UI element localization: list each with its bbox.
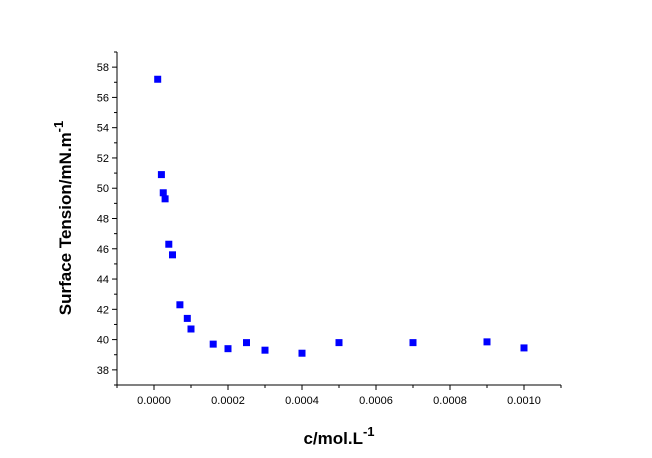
y-tick-label: 50: [97, 183, 109, 195]
y-tick-label: 54: [97, 123, 109, 135]
data-point: [176, 301, 184, 309]
x-tick-label: 0.0000: [137, 395, 171, 407]
y-tick-label: 42: [97, 304, 109, 316]
data-point: [154, 75, 162, 83]
y-axis-title: Surface Tension/mN.m-1: [51, 121, 75, 316]
y-tick-label: 38: [97, 365, 109, 377]
y-tick-label: 56: [97, 92, 109, 104]
data-point: [335, 339, 343, 347]
y-tick-label: 58: [97, 62, 109, 74]
y-axis-title-superscript: -1: [51, 121, 66, 133]
x-tick-label: 0.0006: [359, 395, 393, 407]
data-point: [165, 240, 173, 248]
y-tick-label: 52: [97, 153, 109, 165]
axes: [116, 52, 561, 386]
data-point: [409, 339, 417, 347]
y-ticks: 38 40 42 44 46 48 50 52 54 56 58: [97, 51, 117, 386]
x-axis-title-text: c/mol.L: [303, 429, 363, 448]
x-tick-label: 0.0004: [285, 395, 319, 407]
x-axis-title: c/mol.L-1: [303, 424, 374, 448]
data-point: [261, 346, 269, 354]
x-tick-label: 0.0002: [211, 395, 245, 407]
y-tick-label: 48: [97, 214, 109, 226]
data-point: [187, 325, 195, 333]
x-tick-label: 0.0008: [433, 395, 467, 407]
data-point: [243, 339, 250, 347]
data-point: [157, 171, 165, 179]
y-axis-title-text: Surface Tension/mN.m: [56, 132, 75, 315]
y-tick-label: 44: [97, 274, 109, 286]
data-point: [209, 340, 217, 348]
data-point: [298, 349, 306, 357]
y-tick-label: 40: [97, 335, 109, 347]
data-point: [520, 344, 528, 352]
x-axis-title-superscript: -1: [363, 424, 375, 439]
data-point: [159, 189, 167, 197]
data-point: [224, 345, 232, 353]
data-point: [161, 195, 169, 203]
y-tick-label: 46: [97, 244, 109, 256]
x-ticks: 0.0000 0.0002 0.0004 0.0006 0.0008 0.0010: [116, 385, 562, 407]
data-point: [483, 338, 491, 346]
data-points: [154, 75, 528, 357]
data-point: [183, 314, 191, 322]
data-point: [169, 251, 176, 259]
x-tick-label: 0.0010: [507, 395, 541, 407]
